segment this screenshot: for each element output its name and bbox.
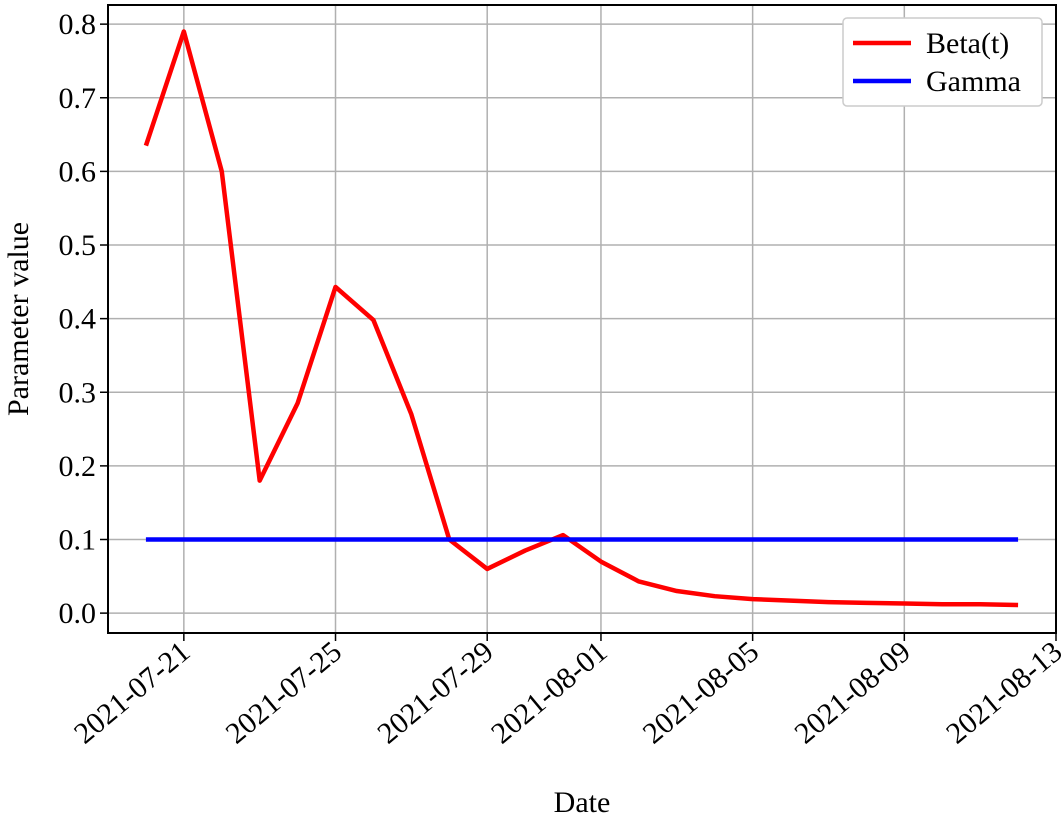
x-tick-label: 2021-08-01: [485, 635, 613, 750]
x-tick-label: 2021-07-25: [220, 635, 348, 750]
x-tick-label: 2021-07-21: [68, 635, 196, 750]
x-tick-label: 2021-08-13: [940, 635, 1063, 750]
x-tick-label: 2021-08-05: [637, 635, 765, 750]
y-tick-label: 0.6: [59, 155, 97, 188]
y-tick-label: 0.8: [59, 8, 97, 41]
y-tick-label: 0.0: [59, 597, 97, 630]
y-tick-label: 0.4: [59, 303, 97, 336]
y-tick-label: 0.3: [59, 376, 97, 409]
legend-label: Beta(t): [926, 27, 1009, 60]
y-tick-label: 0.7: [59, 82, 97, 115]
y-axis-label: Parameter value: [2, 222, 35, 416]
legend-label: Gamma: [926, 65, 1021, 98]
y-tick-label: 0.1: [59, 523, 97, 556]
data-line: [143, 29, 1019, 608]
y-tick-label: 0.2: [59, 450, 97, 483]
y-tick-label: 0.5: [59, 229, 97, 262]
x-tick-label: 2021-07-29: [371, 635, 499, 750]
legend-box: [842, 17, 1043, 107]
x-tick-label: 2021-08-09: [788, 635, 916, 750]
x-axis-label: Date: [554, 786, 611, 819]
plot-frame: [107, 4, 1057, 634]
